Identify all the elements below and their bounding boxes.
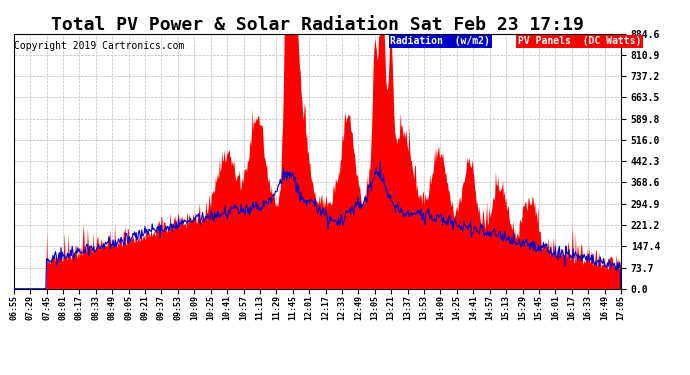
Text: Radiation  (w/m2): Radiation (w/m2) bbox=[391, 36, 490, 46]
Title: Total PV Power & Solar Radiation Sat Feb 23 17:19: Total PV Power & Solar Radiation Sat Feb… bbox=[51, 16, 584, 34]
Text: Copyright 2019 Cartronics.com: Copyright 2019 Cartronics.com bbox=[14, 41, 185, 51]
Text: PV Panels  (DC Watts): PV Panels (DC Watts) bbox=[518, 36, 641, 46]
